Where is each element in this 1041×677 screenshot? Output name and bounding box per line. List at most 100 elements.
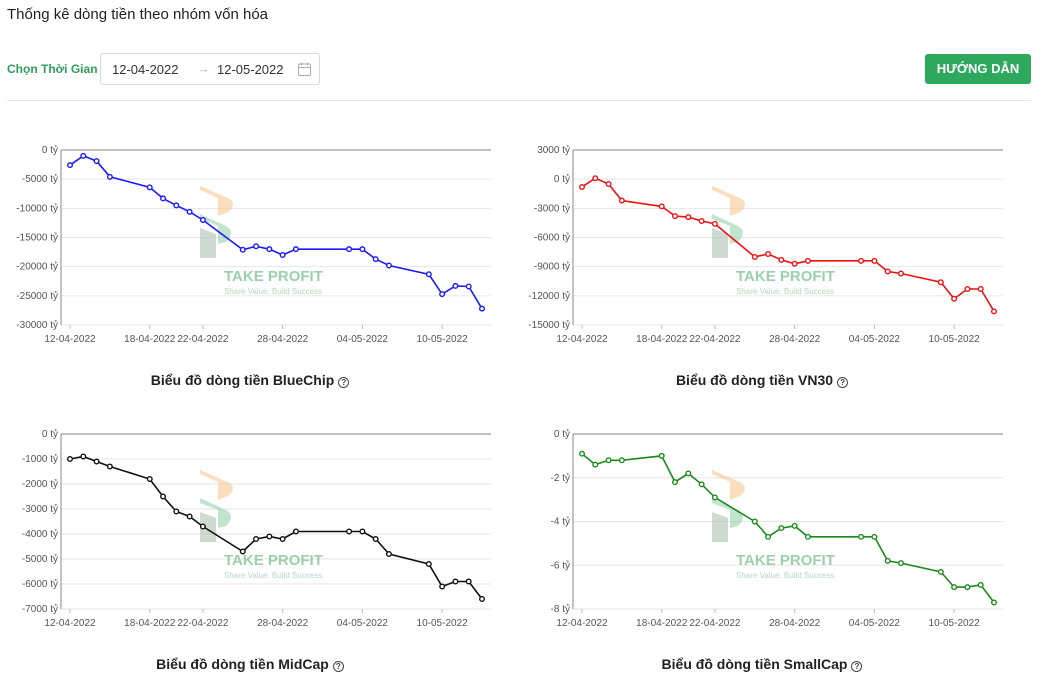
data-point <box>385 550 392 557</box>
data-point <box>578 450 585 457</box>
data-point <box>160 195 167 202</box>
y-tick-label: -1000 tỷ <box>22 453 58 465</box>
data-point <box>66 162 73 169</box>
data-point <box>372 535 379 542</box>
data-point <box>239 548 246 555</box>
x-tick-label: 22-04-2022 <box>689 618 741 629</box>
data-point <box>439 291 446 298</box>
y-tick-label: -20000 tỷ <box>16 261 58 273</box>
y-tick-label: 0 tỷ <box>554 428 570 440</box>
chart-title: Biểu đồ dòng tiền MidCap <box>156 656 329 672</box>
data-point <box>452 282 459 289</box>
data-point <box>884 268 891 275</box>
data-point <box>884 557 891 564</box>
help-icon[interactable]: ? <box>837 377 849 388</box>
x-tick-label: 04-05-2022 <box>337 334 389 345</box>
y-tick-label: -6 tỷ <box>551 559 570 571</box>
x-tick-label: 10-05-2022 <box>929 618 981 629</box>
data-point <box>858 533 865 540</box>
data-point <box>479 595 486 602</box>
data-point <box>791 260 798 267</box>
x-tick-label: 18-04-2022 <box>124 334 176 345</box>
help-icon[interactable]: ? <box>851 661 863 672</box>
chart-title: Biểu đồ dòng tiền BlueChip <box>150 372 335 388</box>
end-date-input[interactable]: 12-05-2022 <box>217 62 284 77</box>
chart-vn30: 3000 tỷ 0 tỷ -3000 tỷ -6000 tỷ -9000 tỷ -1200… <box>512 139 1012 399</box>
chart-smallcap-caption: Biểu đồ dòng tiền SmallCap? <box>512 656 1012 672</box>
y-tick-label: -12000 tỷ <box>528 290 570 302</box>
watermark-title: TAKE PROFIT <box>736 268 835 285</box>
data-point <box>592 461 599 468</box>
data-point <box>385 262 392 269</box>
date-range-picker[interactable]: 12-04-2022 → 12-05-2022 <box>100 53 320 85</box>
data-point <box>605 181 612 188</box>
data-point <box>253 535 260 542</box>
data-point <box>804 257 811 264</box>
y-tick-label: -15000 tỷ <box>16 232 58 244</box>
logo-shape-middle <box>712 498 743 528</box>
chart-bluechip: 0 tỷ -5000 tỷ -10000 tỷ -15000 tỷ -20000 tỷ -… <box>0 139 500 399</box>
data-point <box>658 452 665 459</box>
y-tick-label: 3000 tỷ <box>537 144 570 156</box>
watermark-tagline: Share Value. Build Success <box>224 287 322 296</box>
data-point <box>173 202 180 209</box>
help-icon[interactable]: ? <box>338 377 350 388</box>
data-point <box>685 214 692 221</box>
data-point <box>279 535 286 542</box>
data-point <box>778 256 785 263</box>
x-tick-label: 12-04-2022 <box>44 618 96 629</box>
take-profit-logo <box>712 186 745 258</box>
data-point <box>186 513 193 520</box>
y-tick-label: -5000 tỷ <box>22 173 58 185</box>
chart-smallcap-plot: 0 tỷ -2 tỷ -4 tỷ -6 tỷ -8 tỷ 12-04-2022 18-04-… <box>551 428 1003 629</box>
data-point <box>618 457 625 464</box>
data-point <box>592 175 599 182</box>
data-point <box>425 271 432 278</box>
data-point <box>964 584 971 591</box>
data-point <box>765 251 772 258</box>
x-tick-label: 28-04-2022 <box>769 334 821 345</box>
x-tick-label: 22-04-2022 <box>177 334 229 345</box>
watermark-tagline: Share Value. Build Success <box>736 571 834 580</box>
y-tick-label: 0 tỷ <box>554 173 570 185</box>
logo-shape-bottom <box>712 512 728 542</box>
x-tick-label: 12-04-2022 <box>556 618 608 629</box>
data-point <box>897 560 904 567</box>
help-icon[interactable]: ? <box>332 661 344 672</box>
data-point <box>479 305 486 312</box>
logo-shape-bottom <box>712 228 728 258</box>
x-tick-label: 12-04-2022 <box>556 334 608 345</box>
y-tick-label: -25000 tỷ <box>16 290 58 302</box>
data-point <box>106 173 113 180</box>
data-point <box>465 283 472 290</box>
x-tick-label: 10-05-2022 <box>417 334 469 345</box>
y-tick-label: -3000 tỷ <box>22 503 58 515</box>
logo-shape-middle <box>200 498 231 528</box>
data-point <box>359 246 366 253</box>
x-tick-label: 12-04-2022 <box>44 334 96 345</box>
data-point <box>173 508 180 515</box>
y-tick-label: 0 tỷ <box>42 428 58 440</box>
x-tick-label: 28-04-2022 <box>257 618 309 629</box>
start-date-input[interactable]: 12-04-2022 <box>112 62 179 77</box>
x-tick-label: 28-04-2022 <box>257 334 309 345</box>
y-tick-label: -4000 tỷ <box>22 528 58 540</box>
data-point <box>106 463 113 470</box>
data-point <box>711 494 718 501</box>
data-point <box>253 243 260 250</box>
calendar-icon[interactable] <box>298 62 311 76</box>
data-point <box>346 246 353 253</box>
data-point <box>951 584 958 591</box>
take-profit-logo <box>200 470 233 542</box>
chart-midcap: 0 tỷ -1000 tỷ -2000 tỷ -3000 tỷ -4000 tỷ -500… <box>0 423 500 677</box>
data-point <box>685 470 692 477</box>
x-tick-label: 10-05-2022 <box>417 618 469 629</box>
logo-shape-top <box>200 186 233 216</box>
x-tick-label: 04-05-2022 <box>337 618 389 629</box>
logo-shape-top <box>712 470 745 500</box>
take-profit-logo <box>712 470 745 542</box>
data-point <box>951 295 958 302</box>
y-tick-label: -2 tỷ <box>551 472 570 484</box>
guide-button[interactable]: HƯỚNG DẪN <box>925 54 1031 84</box>
data-point <box>977 581 984 588</box>
